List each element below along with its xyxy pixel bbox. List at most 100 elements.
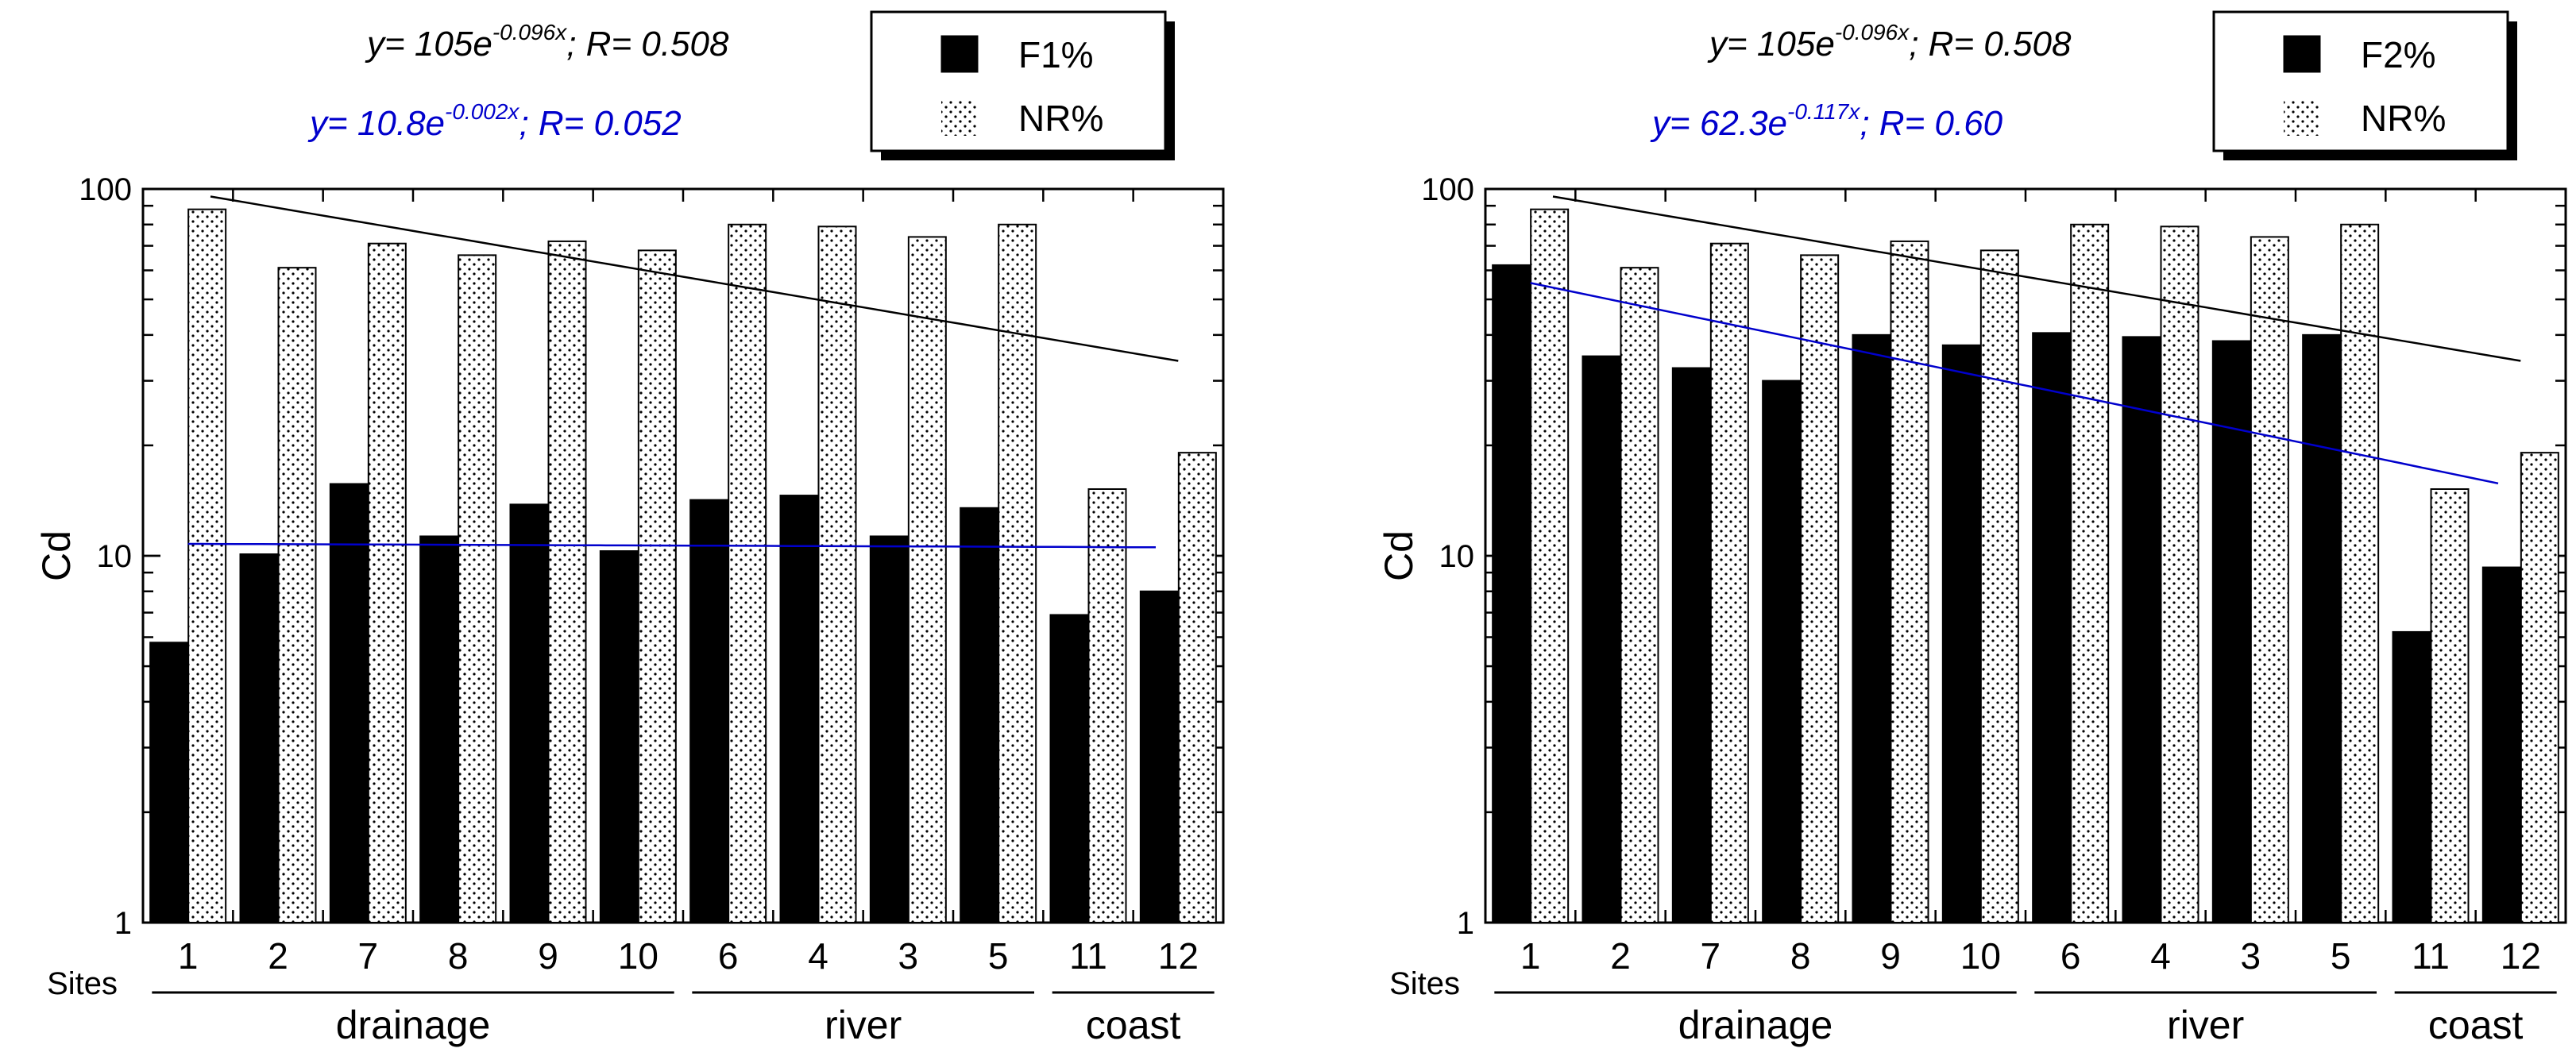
bar-F2-site-11 [2392, 630, 2431, 923]
x-tick-label: 4 [2150, 935, 2171, 977]
bar-F2-site-8 [1762, 380, 1802, 923]
bar-F1-site-6 [689, 499, 729, 923]
bar-NR-site-10 [637, 249, 677, 924]
fit-equation-exponent: -0.002x [445, 99, 519, 124]
bar-F1-site-10 [599, 550, 639, 923]
legend-box [870, 10, 1167, 152]
x-tick-label: 8 [1790, 935, 1811, 977]
bar-NR-site-11 [1087, 488, 1127, 923]
legend-label-2: NR% [2361, 98, 2446, 139]
bar-F1-site-4 [779, 495, 819, 923]
x-tick-label: 4 [808, 935, 828, 977]
bar-NR-site-2 [277, 267, 317, 923]
bar-NR-site-1 [1530, 208, 1570, 924]
y-axis-label: Cd [1377, 530, 1421, 581]
group-label-coast: coast [1086, 1003, 1181, 1047]
fit-equation-base: y= 10.8e [307, 104, 445, 143]
group-label-drainage: drainage [336, 1003, 491, 1047]
x-axis-label: Sites [47, 966, 118, 1001]
bar-F2-site-12 [2481, 566, 2521, 923]
fit-line-1 [1552, 195, 2521, 362]
legend-swatch-2 [2284, 99, 2320, 136]
group-label-drainage: drainage [1678, 1003, 1833, 1047]
fit-equation-r: ; R= 0.60 [1860, 104, 2002, 143]
bar-NR-site-7 [1709, 242, 1749, 923]
x-tick-label: 9 [1880, 935, 1901, 977]
bar-NR-site-12 [1177, 452, 1217, 923]
fit-equation-exponent: -0.096x [492, 20, 567, 44]
bar-F2-site-3 [2211, 340, 2251, 923]
x-tick-label: 5 [2331, 935, 2351, 977]
fit-equation-2: y= 10.8e-0.002x; R= 0.052 [307, 99, 682, 143]
fit-equation-base: y= 105e [365, 25, 492, 64]
y-tick-label: 1 [1457, 906, 1474, 941]
y-axis-label: Cd [34, 530, 79, 581]
legend-label-2: NR% [1018, 98, 1103, 139]
x-tick-label: 11 [2412, 935, 2450, 977]
bar-F2-site-1 [1492, 264, 1531, 923]
bar-NR-site-2 [1620, 267, 1659, 923]
y-tick-label: 100 [1421, 172, 1474, 207]
fit-equation-base: y= 105e [1707, 25, 1835, 64]
bar-NR-site-10 [1979, 249, 2019, 924]
fit-equation-base: y= 62.3e [1650, 104, 1787, 143]
y-tick-label: 10 [1439, 539, 1475, 574]
bar-NR-site-5 [2340, 223, 2380, 924]
x-tick-label: 9 [538, 935, 558, 977]
legend-swatch-2 [941, 99, 978, 136]
group-label-river: river [2167, 1003, 2244, 1047]
bar-NR-site-5 [998, 223, 1037, 924]
bar-NR-site-3 [907, 236, 947, 924]
bar-F1-site-2 [239, 553, 279, 923]
bar-NR-site-1 [187, 208, 227, 924]
x-tick-label: 8 [448, 935, 469, 977]
legend-swatch-1 [940, 35, 979, 73]
group-label-river: river [825, 1003, 902, 1047]
x-tick-label: 12 [1158, 935, 1199, 977]
x-tick-label: 10 [618, 935, 658, 977]
fit-equation-r: ; R= 0.508 [566, 25, 729, 64]
legend-box [2212, 10, 2509, 152]
bar-NR-site-6 [728, 223, 767, 924]
x-tick-label: 11 [1069, 935, 1107, 977]
x-tick-label: 1 [1520, 935, 1541, 977]
x-tick-label: 12 [2501, 935, 2541, 977]
bar-NR-site-3 [2250, 236, 2289, 924]
x-tick-label: 3 [2241, 935, 2261, 977]
fit-equation-1: y= 105e-0.096x; R= 0.508 [365, 20, 729, 64]
bar-NR-site-4 [817, 225, 857, 924]
bar-NR-site-9 [547, 240, 587, 923]
bar-F1-site-5 [960, 507, 999, 923]
bar-F2-site-5 [2302, 333, 2342, 924]
y-tick-label: 100 [79, 172, 132, 207]
bar-F1-site-7 [329, 483, 369, 923]
bar-F1-site-9 [509, 503, 549, 923]
fit-line-2 [187, 542, 1157, 549]
x-tick-label: 5 [988, 935, 1009, 977]
bar-F2-site-4 [2122, 336, 2161, 923]
bar-NR-site-6 [2070, 223, 2110, 924]
fit-equation-2: y= 62.3e-0.117x; R= 0.60 [1650, 99, 2003, 143]
fit-equation-exponent: -0.117x [1787, 99, 1860, 124]
bar-F1-site-11 [1049, 614, 1089, 923]
x-tick-label: 10 [1960, 935, 2001, 977]
fit-line-1 [210, 195, 1179, 362]
bar-F1-site-8 [419, 535, 459, 924]
bar-F2-site-2 [1582, 355, 1621, 923]
bar-NR-site-12 [2520, 452, 2559, 923]
fit-equation-r: ; R= 0.052 [519, 104, 681, 143]
x-tick-label: 7 [1701, 935, 1721, 977]
bar-NR-site-11 [2430, 488, 2470, 923]
bar-NR-site-4 [2160, 225, 2199, 924]
x-tick-label: 2 [1610, 935, 1631, 977]
bar-F2-site-9 [1852, 333, 1891, 924]
fit-equation-r: ; R= 0.508 [1909, 25, 2072, 64]
fit-equation-exponent: -0.096x [1835, 20, 1910, 44]
x-tick-label: 2 [268, 935, 288, 977]
y-tick-label: 10 [97, 539, 133, 574]
bar-F1-site-3 [869, 535, 909, 924]
bar-F2-site-6 [2032, 332, 2072, 923]
fit-equation-1: y= 105e-0.096x; R= 0.508 [1707, 20, 2072, 64]
